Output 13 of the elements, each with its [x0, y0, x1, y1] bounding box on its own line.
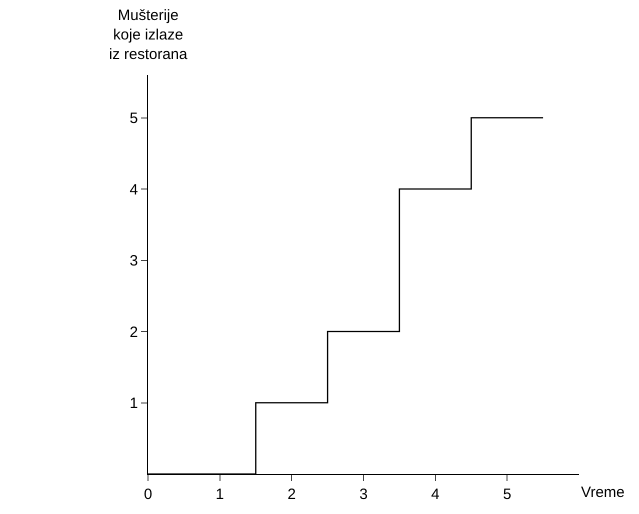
- y-tick-label: 3: [130, 252, 138, 270]
- x-tick-label: 1: [216, 486, 224, 503]
- x-tick-label: 5: [503, 486, 512, 503]
- x-tick-label: 4: [431, 486, 440, 503]
- y-tick-label: 2: [130, 324, 138, 341]
- x-axis-title: Vreme: [581, 484, 625, 501]
- x-tick-label: 3: [359, 486, 368, 503]
- y-tick-label: 5: [130, 110, 138, 127]
- y-tick-label: 1: [130, 395, 138, 412]
- y-axis-title: Mušterije koje izlaze iz restorana: [109, 7, 188, 63]
- y-tick-label: 4: [130, 181, 138, 198]
- x-tick-label: 0: [144, 486, 152, 503]
- x-tick-label: 2: [288, 486, 296, 503]
